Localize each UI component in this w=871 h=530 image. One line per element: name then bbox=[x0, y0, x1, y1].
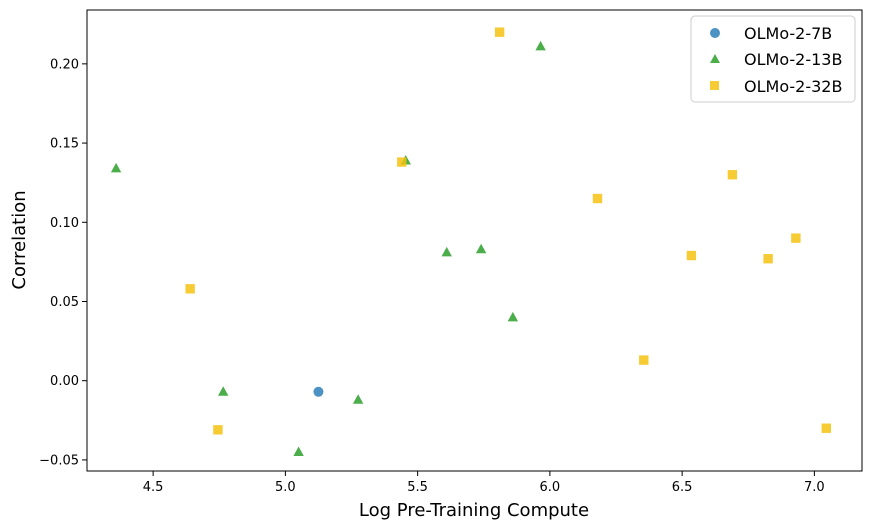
point-olmo-2-13b bbox=[535, 40, 546, 51]
point-olmo-2-13b bbox=[110, 162, 122, 173]
x-tick-label: 5.0 bbox=[275, 480, 296, 495]
y-tick-label: −0.05 bbox=[39, 453, 79, 468]
legend-label-olmo-2-13b: OLMo-2-13B bbox=[744, 50, 842, 69]
point-olmo-2-32b bbox=[686, 250, 697, 261]
point-olmo-2-32b bbox=[185, 284, 195, 294]
y-tick-label: 0.10 bbox=[50, 216, 79, 231]
y-tick-label: 0.05 bbox=[50, 295, 79, 310]
point-olmo-2-32b bbox=[592, 193, 603, 204]
point-olmo-2-7b bbox=[313, 386, 324, 397]
x-tick-label: 4.5 bbox=[143, 480, 164, 495]
point-olmo-2-32b bbox=[821, 423, 831, 433]
legend-marker-olmo-2-32b bbox=[710, 81, 719, 90]
point-olmo-2-13b bbox=[218, 386, 229, 396]
legend-marker-olmo-2-7b bbox=[710, 28, 720, 38]
y-axis-label: Correlation bbox=[9, 190, 30, 289]
legend: OLMo-2-7B OLMo-2-13B OLMo-2-32B bbox=[690, 15, 856, 103]
y-tick-label: 0.20 bbox=[50, 57, 79, 72]
x-tick-label: 6.0 bbox=[540, 480, 561, 495]
legend-marker-olmo-2-13b bbox=[710, 54, 720, 63]
legend-label-olmo-2-32b: OLMo-2-32B bbox=[744, 77, 842, 96]
x-tick-label: 7.0 bbox=[804, 480, 825, 495]
data-points bbox=[110, 27, 831, 456]
legend-label-olmo-2-7b: OLMo-2-7B bbox=[744, 24, 832, 43]
point-olmo-2-13b bbox=[352, 394, 364, 404]
point-olmo-2-13b bbox=[293, 446, 304, 456]
point-olmo-2-13b bbox=[475, 243, 487, 254]
point-olmo-2-32b bbox=[639, 355, 649, 365]
x-axis: 4.5 5.0 5.5 6.0 6.5 7.0 bbox=[143, 471, 825, 495]
point-olmo-2-32b bbox=[213, 425, 223, 435]
y-tick-label: 0.00 bbox=[50, 374, 79, 389]
point-olmo-2-32b bbox=[494, 27, 505, 37]
point-olmo-2-13b bbox=[441, 246, 452, 257]
x-tick-label: 5.5 bbox=[407, 480, 428, 495]
point-olmo-2-32b bbox=[397, 157, 407, 167]
x-axis-label: Log Pre-Training Compute bbox=[359, 500, 589, 521]
point-olmo-2-13b bbox=[507, 311, 519, 322]
y-tick-label: 0.15 bbox=[50, 137, 79, 152]
point-olmo-2-32b bbox=[791, 233, 801, 243]
legend-box bbox=[690, 15, 856, 103]
y-axis: −0.05 0.00 0.05 0.10 0.15 0.20 bbox=[39, 57, 87, 468]
point-olmo-2-32b bbox=[727, 170, 738, 180]
x-tick-label: 6.5 bbox=[672, 480, 693, 495]
point-olmo-2-32b bbox=[763, 254, 773, 264]
